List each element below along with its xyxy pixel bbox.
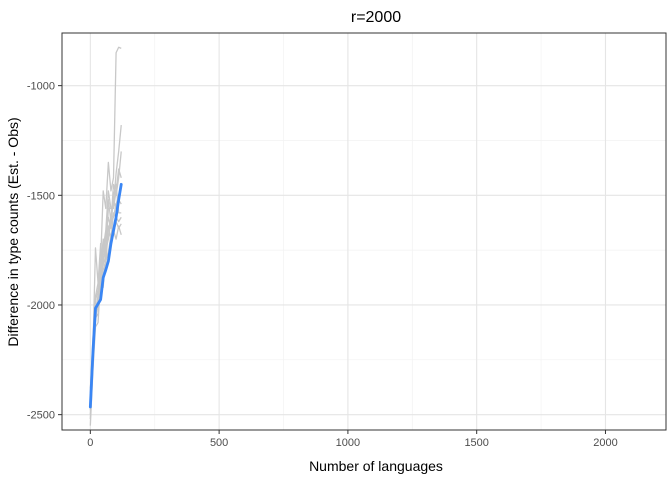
x-tick-label: 0: [87, 437, 93, 449]
replicate-line: [89, 168, 122, 415]
x-tick-label: 1500: [464, 437, 488, 449]
mean-line-layer: [88, 182, 123, 409]
x-tick-label: 1000: [336, 437, 360, 449]
replicate-line: [89, 46, 122, 411]
y-tick-label: -2000: [27, 300, 55, 312]
y-tick-label: -1000: [27, 81, 55, 93]
minor-grid: [62, 33, 666, 430]
x-tick-label: 500: [210, 437, 228, 449]
mean-line: [88, 182, 123, 409]
x-axis-ticks: 0 500 1000 1500 2000: [87, 430, 618, 449]
y-axis-title: Difference in type counts (Est. - Obs): [5, 117, 21, 346]
y-tick-label: -1500: [27, 190, 55, 202]
panel-border: [61, 32, 667, 431]
major-grid: [62, 33, 666, 430]
chart-title: r=2000: [351, 9, 401, 26]
x-axis-title: Number of languages: [309, 458, 443, 474]
x-tick-label: 2000: [593, 437, 617, 449]
y-axis-ticks: -2500 -2000 -1500 -1000: [27, 81, 62, 422]
y-tick-label: -2500: [27, 410, 55, 422]
